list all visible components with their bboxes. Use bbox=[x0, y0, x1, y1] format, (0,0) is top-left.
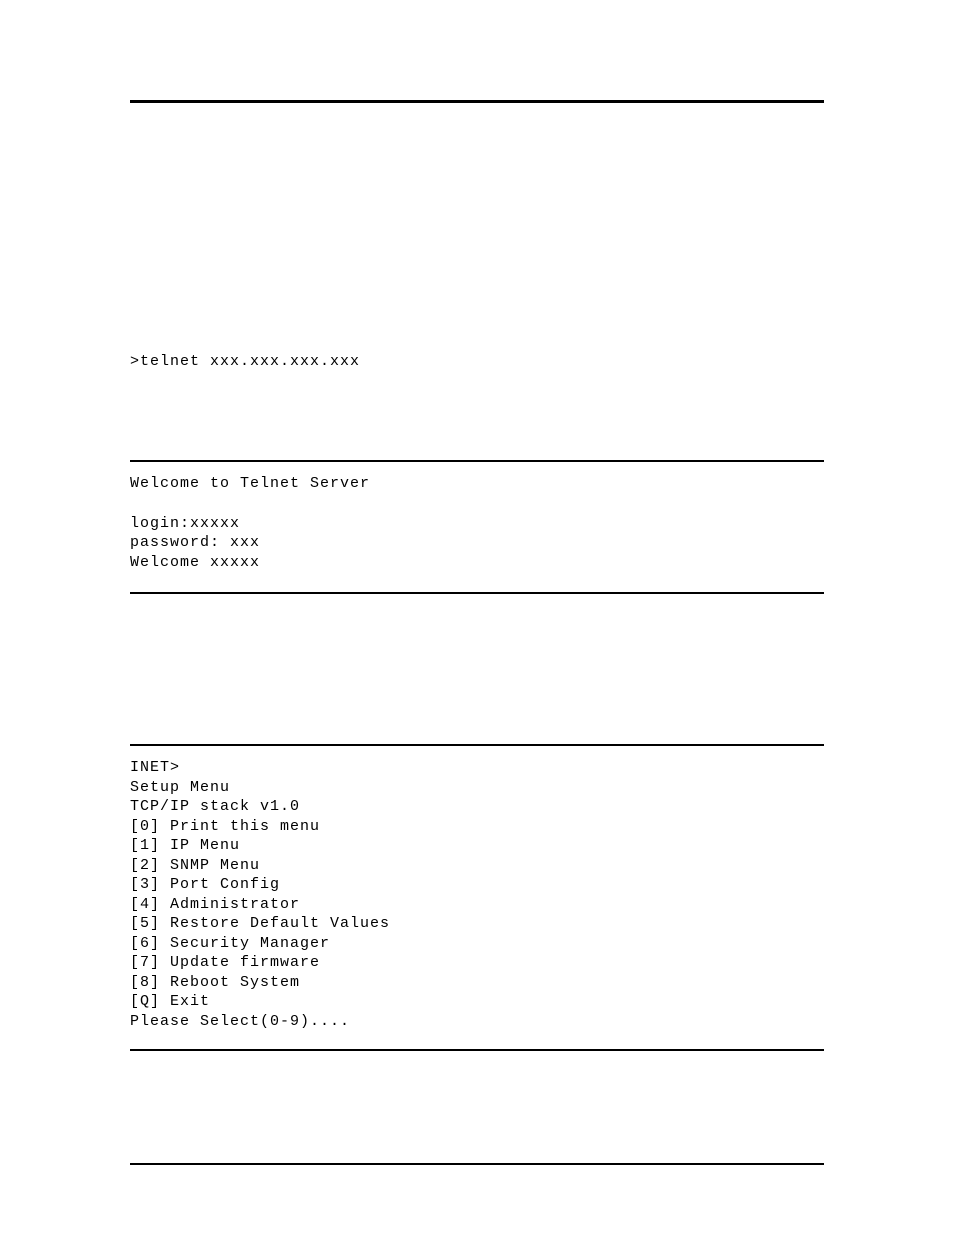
menu-item-5: [5] Restore Default Values bbox=[130, 914, 824, 934]
top-horizontal-rule bbox=[130, 100, 824, 103]
menu-item-1: [1] IP Menu bbox=[130, 836, 824, 856]
menu-item-4: [4] Administrator bbox=[130, 895, 824, 915]
menu-item-6: [6] Security Manager bbox=[130, 934, 824, 954]
menu-item-2: [2] SNMP Menu bbox=[130, 856, 824, 876]
menu-item-8: [8] Reboot System bbox=[130, 973, 824, 993]
menu-item-7: [7] Update firmware bbox=[130, 953, 824, 973]
select-prompt: Please Select(0-9).... bbox=[130, 1012, 824, 1032]
login-session-block: Welcome to Telnet Server login:xxxxx pas… bbox=[130, 460, 824, 594]
login-prompt: login:xxxxx bbox=[130, 514, 824, 534]
password-prompt: password: xxx bbox=[130, 533, 824, 553]
menu-item-0: [0] Print this menu bbox=[130, 817, 824, 837]
tcpip-version: TCP/IP stack v1.0 bbox=[130, 797, 824, 817]
setup-menu-block: INET> Setup Menu TCP/IP stack v1.0 [0] P… bbox=[130, 744, 824, 1051]
bottom-horizontal-rule bbox=[130, 1163, 824, 1165]
telnet-command: >telnet xxx.xxx.xxx.xxx bbox=[130, 353, 824, 370]
welcome-user: Welcome xxxxx bbox=[130, 553, 824, 573]
welcome-message: Welcome to Telnet Server bbox=[130, 474, 824, 494]
menu-title: Setup Menu bbox=[130, 778, 824, 798]
spacer bbox=[130, 494, 824, 514]
inet-prompt: INET> bbox=[130, 758, 824, 778]
menu-item-q: [Q] Exit bbox=[130, 992, 824, 1012]
menu-item-3: [3] Port Config bbox=[130, 875, 824, 895]
